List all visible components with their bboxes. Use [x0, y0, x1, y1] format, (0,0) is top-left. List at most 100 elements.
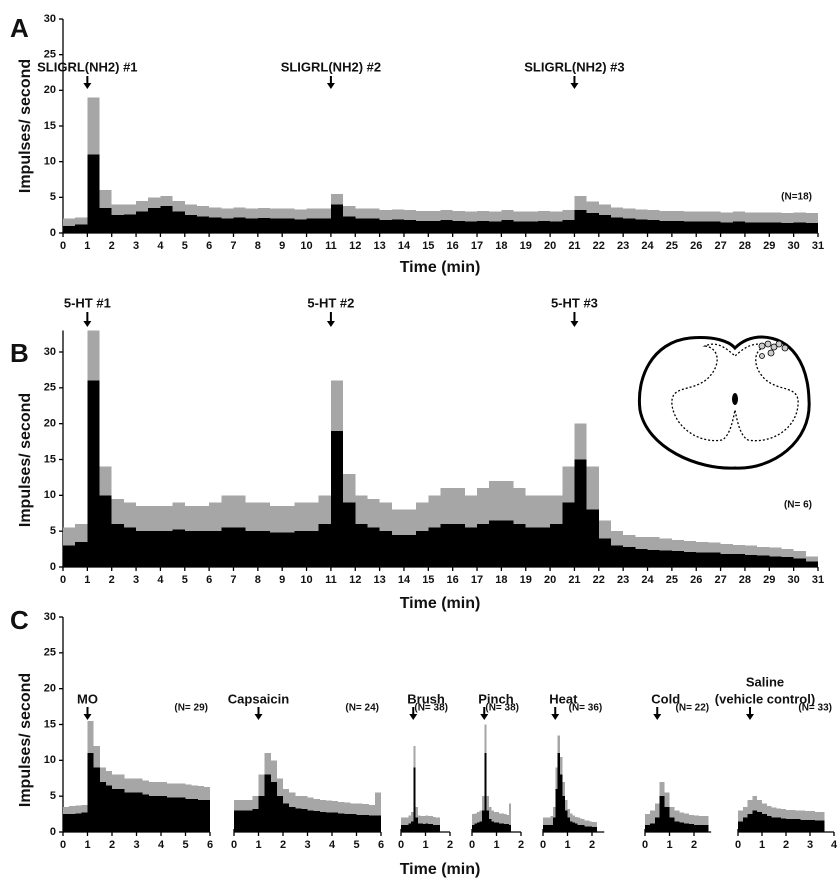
- histogram-bar: [635, 549, 648, 567]
- histogram-bar: [362, 814, 369, 832]
- histogram-bar: [173, 797, 180, 832]
- x-tick-label: 24: [641, 574, 654, 586]
- histogram-bar: [99, 781, 106, 832]
- histogram-bar: [435, 824, 438, 832]
- x-axis-label: Time (min): [400, 259, 481, 276]
- x-tick-label: 1: [84, 839, 90, 851]
- arrow-head: [480, 714, 489, 720]
- histogram-bar: [814, 820, 820, 832]
- histogram-bar: [574, 459, 587, 567]
- histogram-bar: [635, 219, 648, 233]
- histogram-bar: [577, 824, 580, 832]
- histogram-bar: [75, 813, 82, 832]
- x-tick-label: 16: [447, 574, 459, 586]
- histogram-bar: [800, 819, 806, 832]
- histogram-bar: [506, 814, 509, 832]
- x-axis-label: Time (min): [400, 861, 481, 878]
- x-tick-label: 27: [714, 240, 726, 252]
- histogram-bar: [489, 221, 502, 233]
- histogram-bar: [669, 817, 675, 832]
- y-tick-label: 10: [44, 489, 56, 501]
- x-tick-label: 2: [109, 574, 115, 586]
- histogram-bar: [69, 814, 76, 832]
- histogram-bar: [574, 823, 578, 832]
- x-tick-label: 22: [593, 574, 605, 586]
- x-tick-label: 28: [739, 240, 751, 252]
- histogram-bar: [428, 527, 441, 567]
- histogram-bar: [63, 545, 76, 567]
- y-tick-label: 5: [50, 790, 56, 802]
- histogram-bar: [654, 817, 660, 832]
- histogram-bar: [161, 796, 168, 832]
- y-tick-label: 25: [44, 647, 56, 659]
- histogram-bar: [276, 796, 283, 832]
- x-tick-label: 2: [691, 839, 697, 851]
- x-tick-label: 1: [255, 839, 261, 851]
- x-tick-label: 3: [133, 240, 139, 252]
- histogram-bar: [805, 819, 810, 832]
- arrow-head: [254, 714, 263, 720]
- histogram-bar: [698, 824, 704, 832]
- histogram-bar: [306, 218, 319, 233]
- stimulus-label: Brush: [407, 691, 445, 706]
- y-tick-label: 20: [44, 84, 56, 96]
- histogram-bar: [781, 556, 794, 567]
- x-tick-label: 3: [304, 839, 310, 851]
- panel-letter: A: [10, 13, 29, 43]
- histogram-bar: [99, 495, 112, 567]
- histogram-bar: [694, 815, 699, 832]
- histogram-bar: [757, 811, 762, 832]
- histogram-bar: [654, 803, 660, 832]
- histogram-bar: [319, 811, 326, 832]
- histogram-bar: [318, 524, 331, 567]
- histogram-bar: [391, 534, 404, 567]
- x-tick-label: 6: [206, 240, 212, 252]
- histogram-bar: [698, 816, 704, 832]
- histogram-bar: [167, 797, 174, 832]
- y-axis-label: Impulses/ second: [17, 59, 34, 193]
- histogram-bar: [301, 809, 308, 832]
- x-tick-label: 24: [641, 240, 654, 252]
- histogram-bar: [258, 796, 265, 832]
- histogram-bar: [562, 502, 575, 567]
- x-tick-label: 1: [84, 574, 90, 586]
- arrow-head: [746, 714, 754, 720]
- histogram-bar: [63, 814, 70, 832]
- histogram-bar: [742, 817, 748, 832]
- y-tick-label: 20: [44, 418, 56, 430]
- histogram-bar: [684, 823, 690, 832]
- stimulus-label: Heat: [549, 691, 578, 706]
- x-tick-label: 21: [568, 574, 580, 586]
- histogram-bar: [610, 545, 624, 567]
- histogram-bar: [781, 818, 786, 832]
- x-tick-label: 23: [617, 240, 629, 252]
- x-tick-label: 20: [544, 240, 556, 252]
- spinal-cord-inset: [637, 335, 811, 470]
- x-tick-label: 13: [373, 574, 385, 586]
- x-tick-label: 2: [109, 240, 115, 252]
- histogram-bar: [270, 218, 283, 233]
- x-tick-label: 31: [812, 240, 824, 252]
- histogram-bar: [550, 824, 553, 832]
- histogram-bar: [744, 222, 758, 233]
- histogram-bar: [179, 797, 186, 832]
- histogram-bar: [747, 814, 753, 832]
- histogram-bar: [610, 217, 624, 233]
- y-tick-label: 20: [44, 683, 56, 695]
- histogram-bar: [270, 781, 277, 832]
- histogram-bar: [257, 531, 271, 567]
- x-tick-label: 0: [60, 839, 66, 851]
- x-tick-label: 3: [807, 839, 813, 851]
- x-tick-label: 3: [133, 574, 139, 586]
- n-label: (N= 33): [798, 703, 832, 714]
- histogram-bar: [474, 813, 477, 832]
- histogram-bar: [283, 803, 290, 832]
- histogram-bar: [598, 215, 611, 233]
- histogram-bar: [264, 774, 271, 832]
- histogram-bar: [659, 796, 665, 832]
- x-tick-label: 9: [279, 240, 285, 252]
- histogram-bar: [252, 809, 259, 832]
- x-tick-label: 21: [568, 240, 580, 252]
- y-tick-label: 25: [44, 382, 56, 394]
- histogram-bar: [494, 822, 497, 832]
